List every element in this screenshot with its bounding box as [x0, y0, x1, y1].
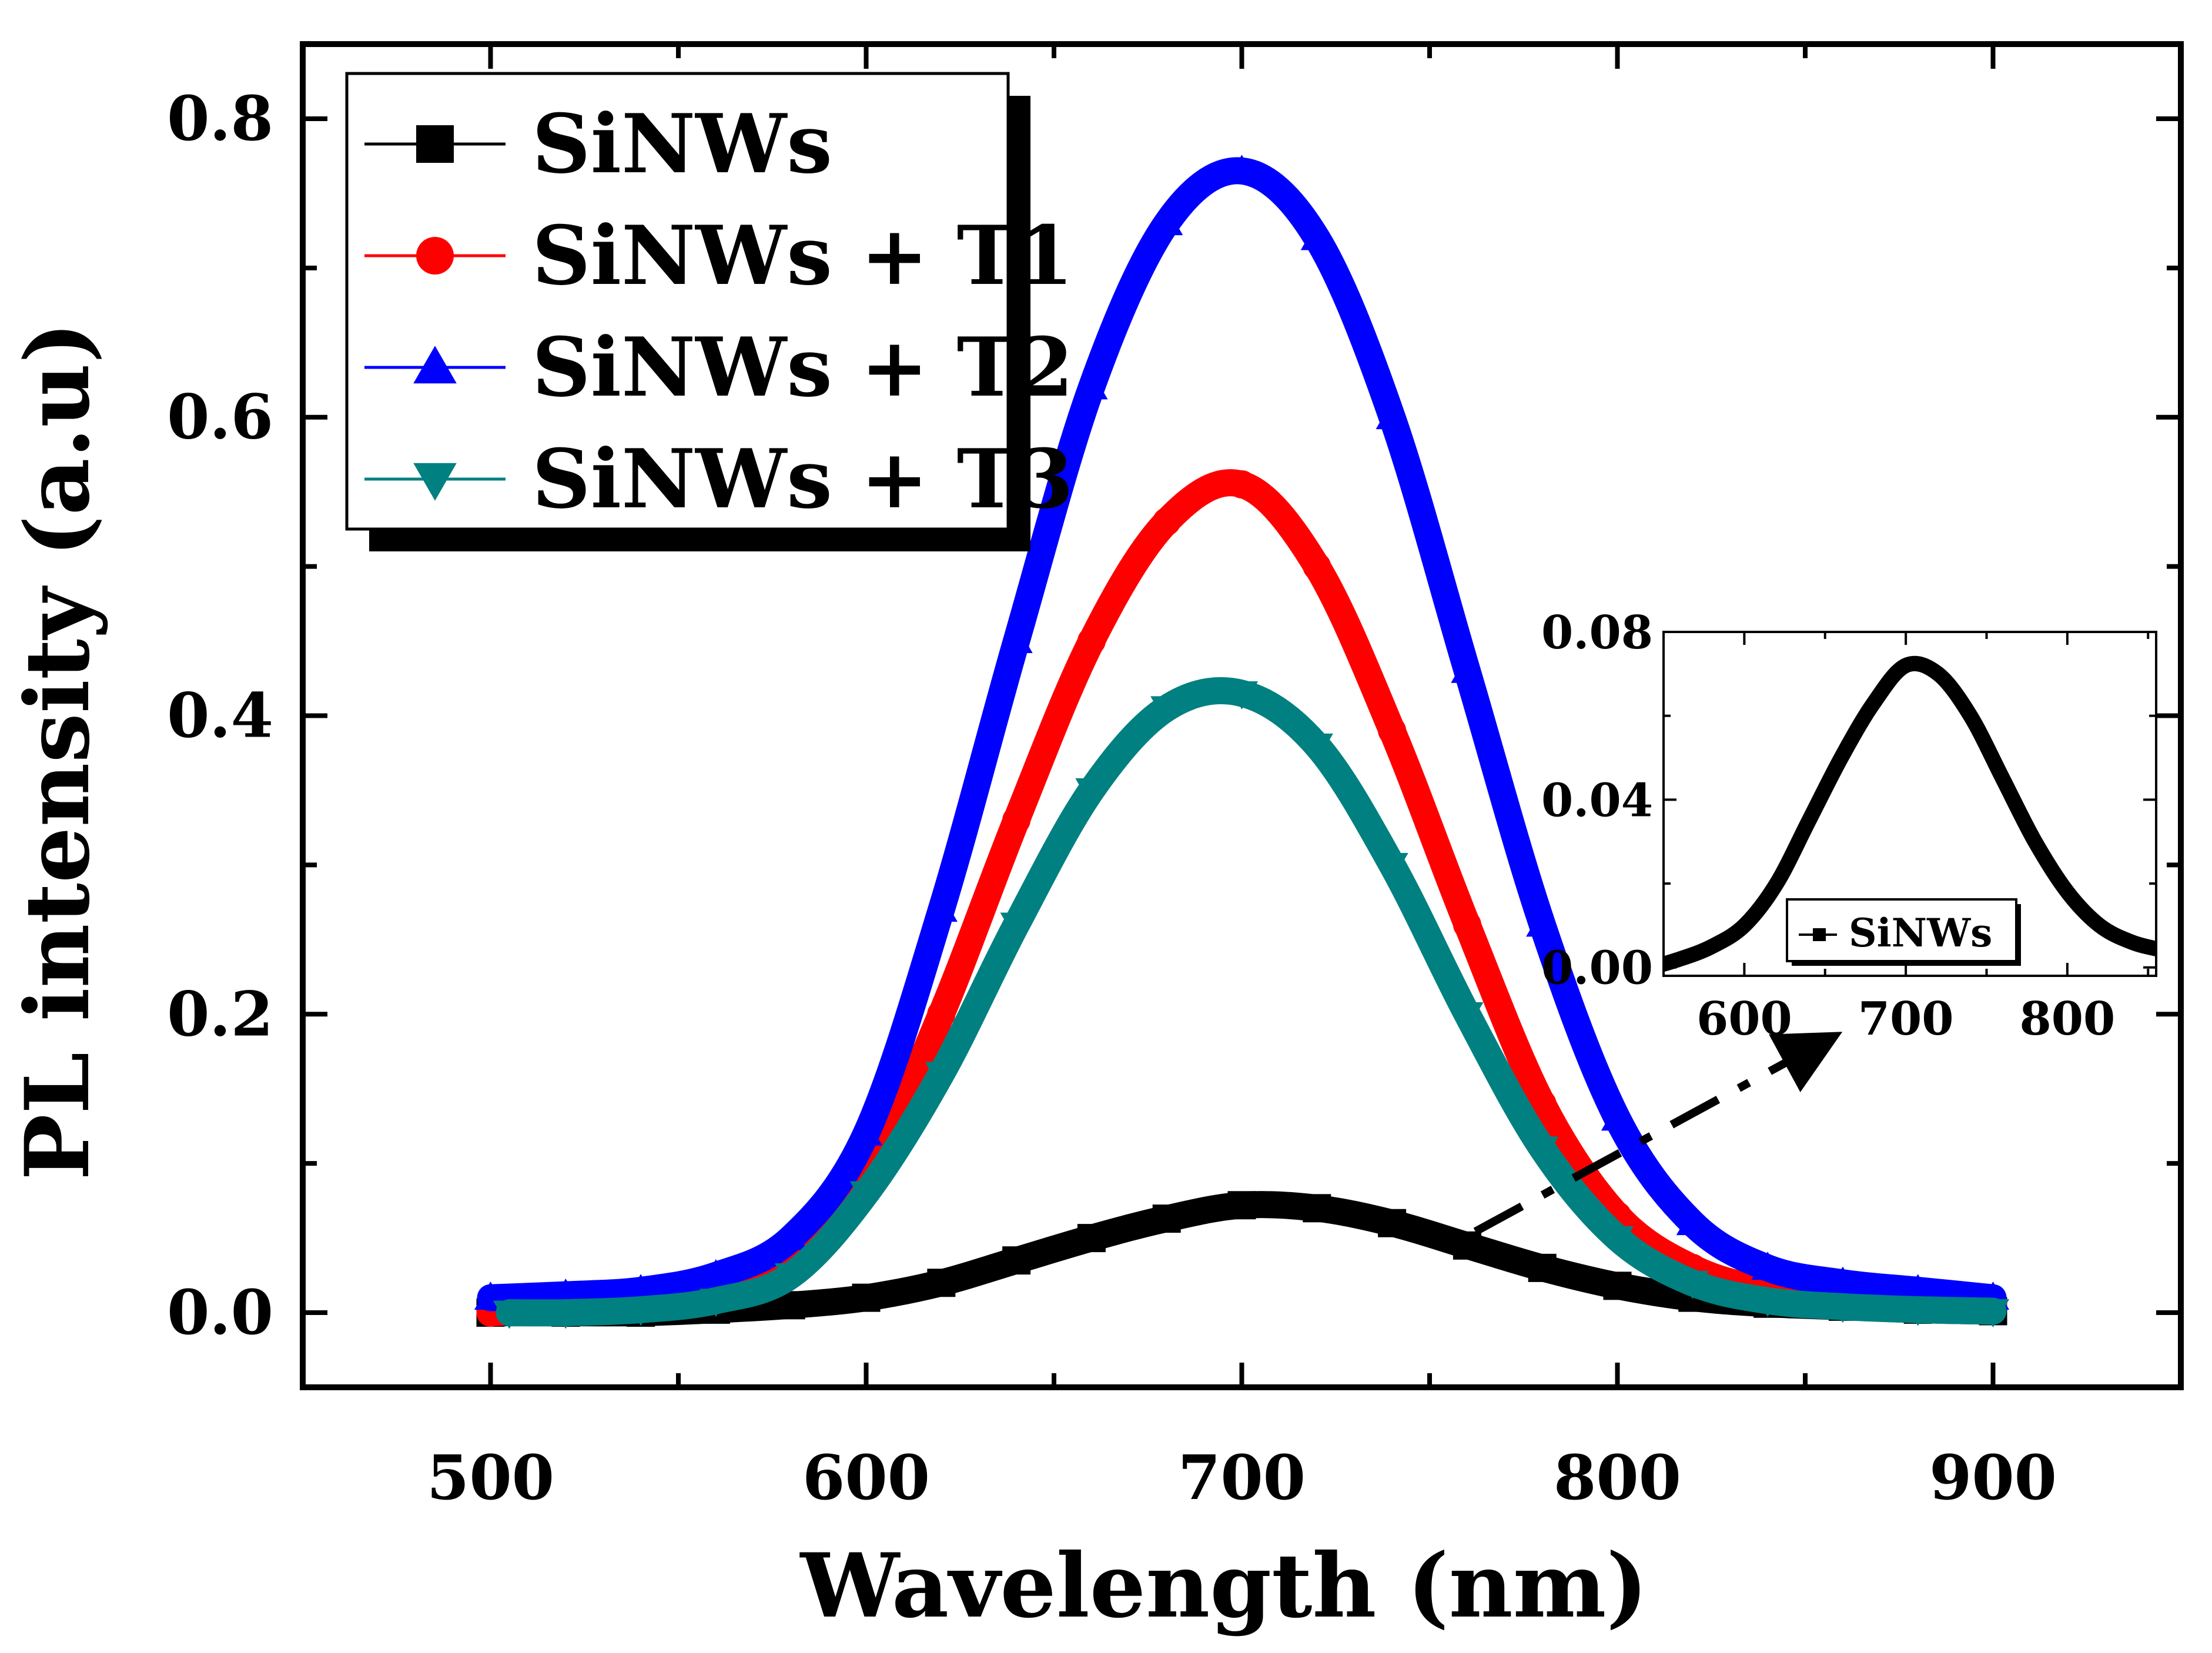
- legend: SiNWs SiNWs + T1 SiNWs + T2 SiNWs + T3: [345, 72, 1073, 551]
- x-tick-label: 900: [1929, 1441, 2057, 1514]
- inset-series-line: [1664, 655, 2156, 972]
- data-point: [1751, 1252, 1784, 1280]
- y-axis-title: PL intensity (a.u): [6, 322, 109, 1180]
- legend-label: SiNWs: [532, 96, 832, 192]
- inset-x-tick-label: 800: [2019, 992, 2115, 1046]
- series-2: [474, 155, 2010, 1311]
- data-point: [1676, 1270, 1709, 1299]
- data-point: [1902, 1297, 1935, 1326]
- data-point: [1453, 910, 1481, 939]
- data-point: [1376, 852, 1408, 881]
- inset-legend-label: SiNWs: [1849, 910, 1992, 956]
- data-point: [1075, 371, 1108, 400]
- data-point: [849, 1117, 883, 1146]
- x-tick-label: 500: [427, 1441, 554, 1514]
- data-point: [1976, 1299, 2010, 1328]
- data-point: [1528, 1253, 1557, 1282]
- data-point: [852, 1283, 881, 1312]
- data-point: [1826, 1266, 1859, 1295]
- data-point: [1526, 908, 1559, 937]
- data-point: [1150, 696, 1183, 725]
- legend-label: SiNWs + T3: [532, 431, 1073, 527]
- data-point: [849, 1181, 883, 1210]
- data-point: [1376, 401, 1408, 430]
- data-point: [775, 1263, 808, 1292]
- legend-box: [345, 72, 1010, 531]
- legend-label: SiNWs + T1: [532, 208, 1073, 303]
- data-point: [1152, 507, 1181, 536]
- data-point: [925, 893, 958, 922]
- data-point: [700, 1259, 732, 1287]
- series-3: [493, 677, 2010, 1329]
- x-axis-title: Wavelength (nm): [799, 1534, 1648, 1638]
- data-point: [1300, 733, 1333, 762]
- data-point: [1002, 1246, 1031, 1275]
- data-point: [1676, 1207, 1709, 1236]
- inset-pointer-arrow: [1473, 1032, 1843, 1236]
- data-point: [1225, 681, 1259, 710]
- legend-marker: [413, 463, 457, 501]
- data-point: [1000, 624, 1033, 653]
- inset-plot: 600 700 800 0.00 0.04 0.08 SiNWs: [1541, 606, 2157, 1046]
- data-point: [549, 1300, 582, 1329]
- data-point: [1225, 155, 1259, 183]
- inset-x-tick-label: 600: [1696, 992, 1792, 1046]
- x-tick-label: 700: [1178, 1441, 1306, 1514]
- data-point: [700, 1289, 732, 1317]
- data-point: [1378, 716, 1407, 745]
- x-tick-label: 600: [802, 1441, 930, 1514]
- data-point: [1075, 778, 1108, 807]
- data-point: [1152, 1204, 1181, 1233]
- data-point: [1528, 1089, 1557, 1118]
- legend-marker: [416, 125, 454, 163]
- legend-marker: [416, 237, 454, 275]
- data-point: [1451, 1002, 1484, 1030]
- data-point: [1077, 1224, 1106, 1253]
- data-point: [1826, 1294, 1859, 1323]
- data-point: [1002, 806, 1031, 835]
- data-point: [1303, 1194, 1331, 1223]
- data-point: [1603, 1271, 1632, 1300]
- inset-series: [1664, 655, 2156, 972]
- data-point: [1601, 1226, 1634, 1254]
- data-point: [1150, 207, 1183, 236]
- y-tick-label: 0.2: [167, 978, 273, 1050]
- data-point: [493, 1300, 526, 1329]
- y-tick-label: 0.8: [167, 82, 273, 155]
- data-point: [1902, 1274, 1935, 1303]
- y-tick-label: 0.4: [167, 680, 273, 752]
- data-point: [1378, 1209, 1407, 1237]
- main-plot: 500 600 700 800 900 0.0 0.2 0.4 0.6 0.8 Wavelength…: [6, 41, 2184, 1638]
- data-point: [775, 1222, 808, 1250]
- data-point: [1453, 1231, 1481, 1260]
- inset-y-tick-label: 0.00: [1541, 942, 1653, 995]
- data-point: [1526, 1136, 1559, 1165]
- inset-y-tick-label: 0.08: [1541, 606, 1653, 660]
- y-tick-label: 0.6: [167, 381, 273, 453]
- inset-legend-marker: [1813, 928, 1826, 941]
- y-tick-label: 0.0: [167, 1276, 273, 1348]
- data-point: [1000, 912, 1033, 941]
- x-tick-label: 800: [1554, 1441, 1681, 1514]
- inset-y-tick-label: 0.04: [1541, 774, 1653, 827]
- data-point: [1303, 552, 1331, 581]
- data-point: [1601, 1102, 1634, 1131]
- data-point: [624, 1297, 657, 1326]
- data-point: [1077, 627, 1106, 655]
- data-point: [1227, 1191, 1256, 1220]
- data-point: [624, 1274, 657, 1303]
- data-point: [925, 1062, 958, 1090]
- data-point: [927, 1000, 956, 1029]
- data-point: [927, 1269, 956, 1297]
- legend-label: SiNWs + T2: [532, 319, 1073, 415]
- inset-x-tick-label: 700: [1858, 992, 1954, 1046]
- data-point: [1300, 222, 1333, 250]
- data-point: [1227, 470, 1256, 498]
- data-point: [1451, 654, 1484, 683]
- legend-marker: [413, 346, 457, 384]
- data-point: [1751, 1289, 1784, 1317]
